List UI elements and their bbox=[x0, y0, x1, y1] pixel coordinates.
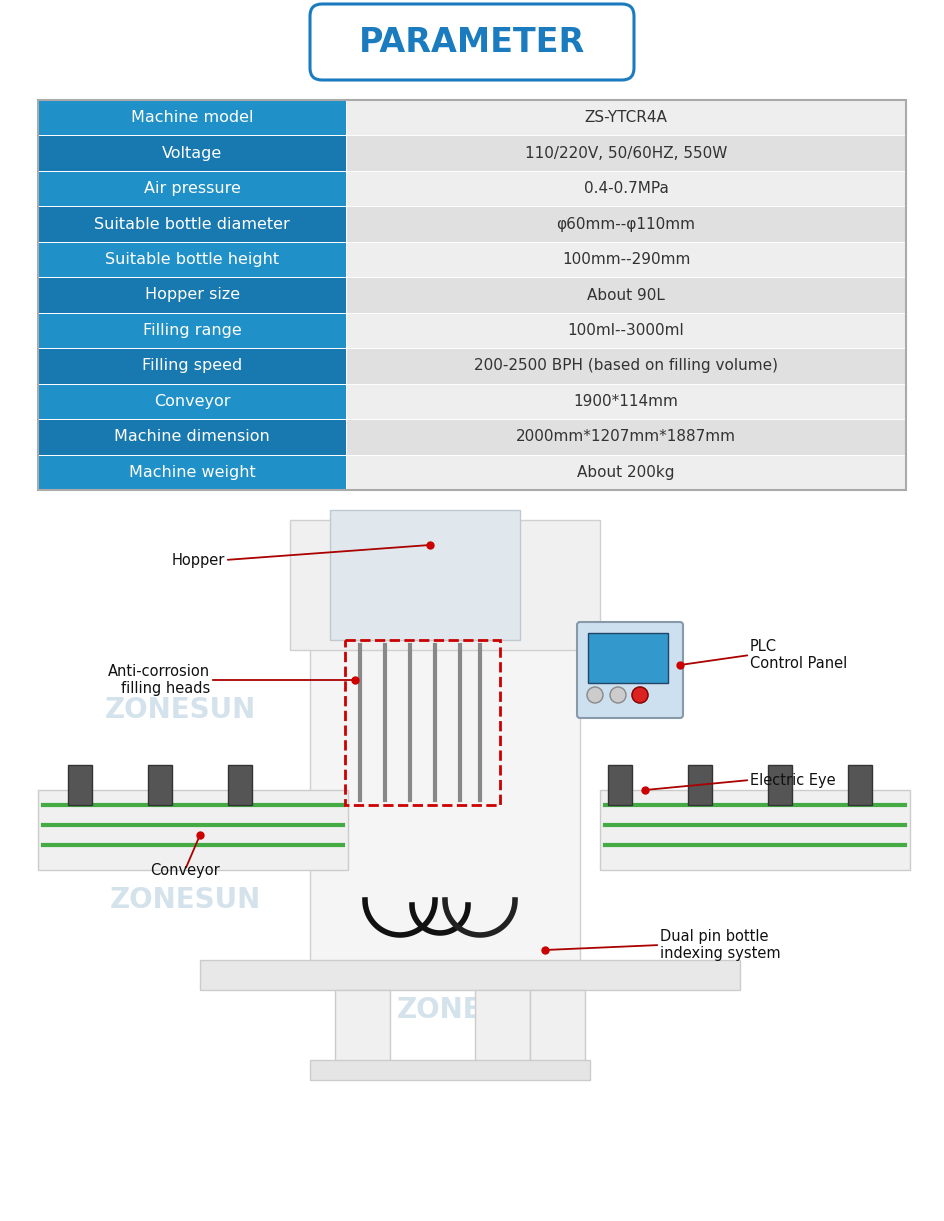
Text: Machine weight: Machine weight bbox=[128, 465, 256, 480]
Bar bbox=[68, 766, 92, 805]
Bar bbox=[335, 990, 390, 1070]
Text: ZONESUN: ZONESUN bbox=[105, 696, 256, 724]
Bar bbox=[290, 520, 600, 650]
Text: ZS-YTCR4A: ZS-YTCR4A bbox=[584, 110, 667, 126]
Text: Suitable bottle diameter: Suitable bottle diameter bbox=[94, 216, 290, 232]
Circle shape bbox=[587, 687, 603, 703]
Text: 100ml--3000ml: 100ml--3000ml bbox=[567, 324, 684, 338]
Text: Filling range: Filling range bbox=[143, 324, 242, 338]
Circle shape bbox=[610, 687, 626, 703]
Bar bbox=[346, 383, 906, 419]
Bar bbox=[310, 1060, 590, 1081]
Text: ZONESUN: ZONESUN bbox=[110, 886, 261, 915]
Text: Hopper size: Hopper size bbox=[144, 287, 240, 303]
Bar bbox=[38, 348, 346, 383]
Bar bbox=[346, 419, 906, 454]
Bar bbox=[38, 277, 346, 313]
Bar bbox=[38, 100, 906, 490]
Bar bbox=[228, 766, 252, 805]
Bar bbox=[346, 454, 906, 490]
Bar bbox=[346, 206, 906, 242]
Bar bbox=[310, 540, 580, 969]
Bar bbox=[38, 242, 346, 277]
Bar bbox=[608, 766, 632, 805]
Text: 1900*114mm: 1900*114mm bbox=[574, 394, 679, 409]
Bar bbox=[346, 277, 906, 313]
Bar bbox=[330, 510, 520, 640]
Text: 200-2500 BPH (based on filling volume): 200-2500 BPH (based on filling volume) bbox=[474, 359, 778, 374]
Bar bbox=[346, 136, 906, 171]
Bar bbox=[38, 171, 346, 206]
Text: 0.4-0.7MPa: 0.4-0.7MPa bbox=[583, 181, 668, 197]
Bar bbox=[346, 348, 906, 383]
Bar bbox=[346, 313, 906, 348]
Bar bbox=[688, 766, 712, 805]
Bar bbox=[200, 960, 740, 990]
Bar bbox=[475, 990, 530, 1070]
Bar bbox=[38, 136, 346, 171]
Bar bbox=[38, 454, 346, 490]
FancyBboxPatch shape bbox=[577, 621, 683, 718]
Text: Conveyor: Conveyor bbox=[150, 862, 220, 878]
Bar bbox=[38, 419, 346, 454]
Text: PARAMETER: PARAMETER bbox=[359, 26, 585, 59]
Bar bbox=[345, 640, 500, 805]
Text: Electric Eye: Electric Eye bbox=[750, 773, 835, 788]
Text: ZONESUN: ZONESUN bbox=[396, 746, 548, 774]
Bar bbox=[600, 790, 910, 871]
Bar bbox=[768, 766, 792, 805]
Bar bbox=[38, 100, 346, 136]
Text: φ60mm--φ110mm: φ60mm--φ110mm bbox=[557, 216, 696, 232]
FancyBboxPatch shape bbox=[310, 4, 634, 81]
Text: Anti-corrosion
filling heads: Anti-corrosion filling heads bbox=[108, 664, 210, 696]
Text: ZONESUN: ZONESUN bbox=[396, 586, 548, 614]
Text: 100mm--290mm: 100mm--290mm bbox=[562, 252, 690, 267]
Bar bbox=[346, 100, 906, 136]
Bar bbox=[38, 383, 346, 419]
Bar bbox=[848, 766, 872, 805]
Bar bbox=[38, 206, 346, 242]
Bar bbox=[38, 790, 348, 871]
Text: About 200kg: About 200kg bbox=[578, 465, 675, 480]
Text: About 90L: About 90L bbox=[587, 287, 665, 303]
Bar bbox=[148, 766, 172, 805]
Bar bbox=[588, 632, 668, 683]
Text: Hopper: Hopper bbox=[172, 552, 225, 568]
Text: ZONESUN: ZONESUN bbox=[396, 996, 548, 1024]
Circle shape bbox=[632, 687, 648, 703]
Text: Air pressure: Air pressure bbox=[143, 181, 241, 197]
Text: Machine dimension: Machine dimension bbox=[114, 430, 270, 444]
Text: Suitable bottle height: Suitable bottle height bbox=[105, 252, 279, 267]
Text: Voltage: Voltage bbox=[162, 145, 222, 161]
Bar bbox=[346, 242, 906, 277]
Text: Conveyor: Conveyor bbox=[154, 394, 230, 409]
Circle shape bbox=[632, 687, 648, 703]
Text: 110/220V, 50/60HZ, 550W: 110/220V, 50/60HZ, 550W bbox=[525, 145, 727, 161]
Text: Machine model: Machine model bbox=[131, 110, 253, 126]
Text: PLC
Control Panel: PLC Control Panel bbox=[750, 639, 848, 672]
Text: Filling speed: Filling speed bbox=[142, 359, 243, 374]
Text: 2000mm*1207mm*1887mm: 2000mm*1207mm*1887mm bbox=[516, 430, 736, 444]
Bar bbox=[346, 171, 906, 206]
Bar bbox=[530, 990, 585, 1070]
Text: Dual pin bottle
indexing system: Dual pin bottle indexing system bbox=[660, 929, 781, 961]
Bar bbox=[38, 313, 346, 348]
